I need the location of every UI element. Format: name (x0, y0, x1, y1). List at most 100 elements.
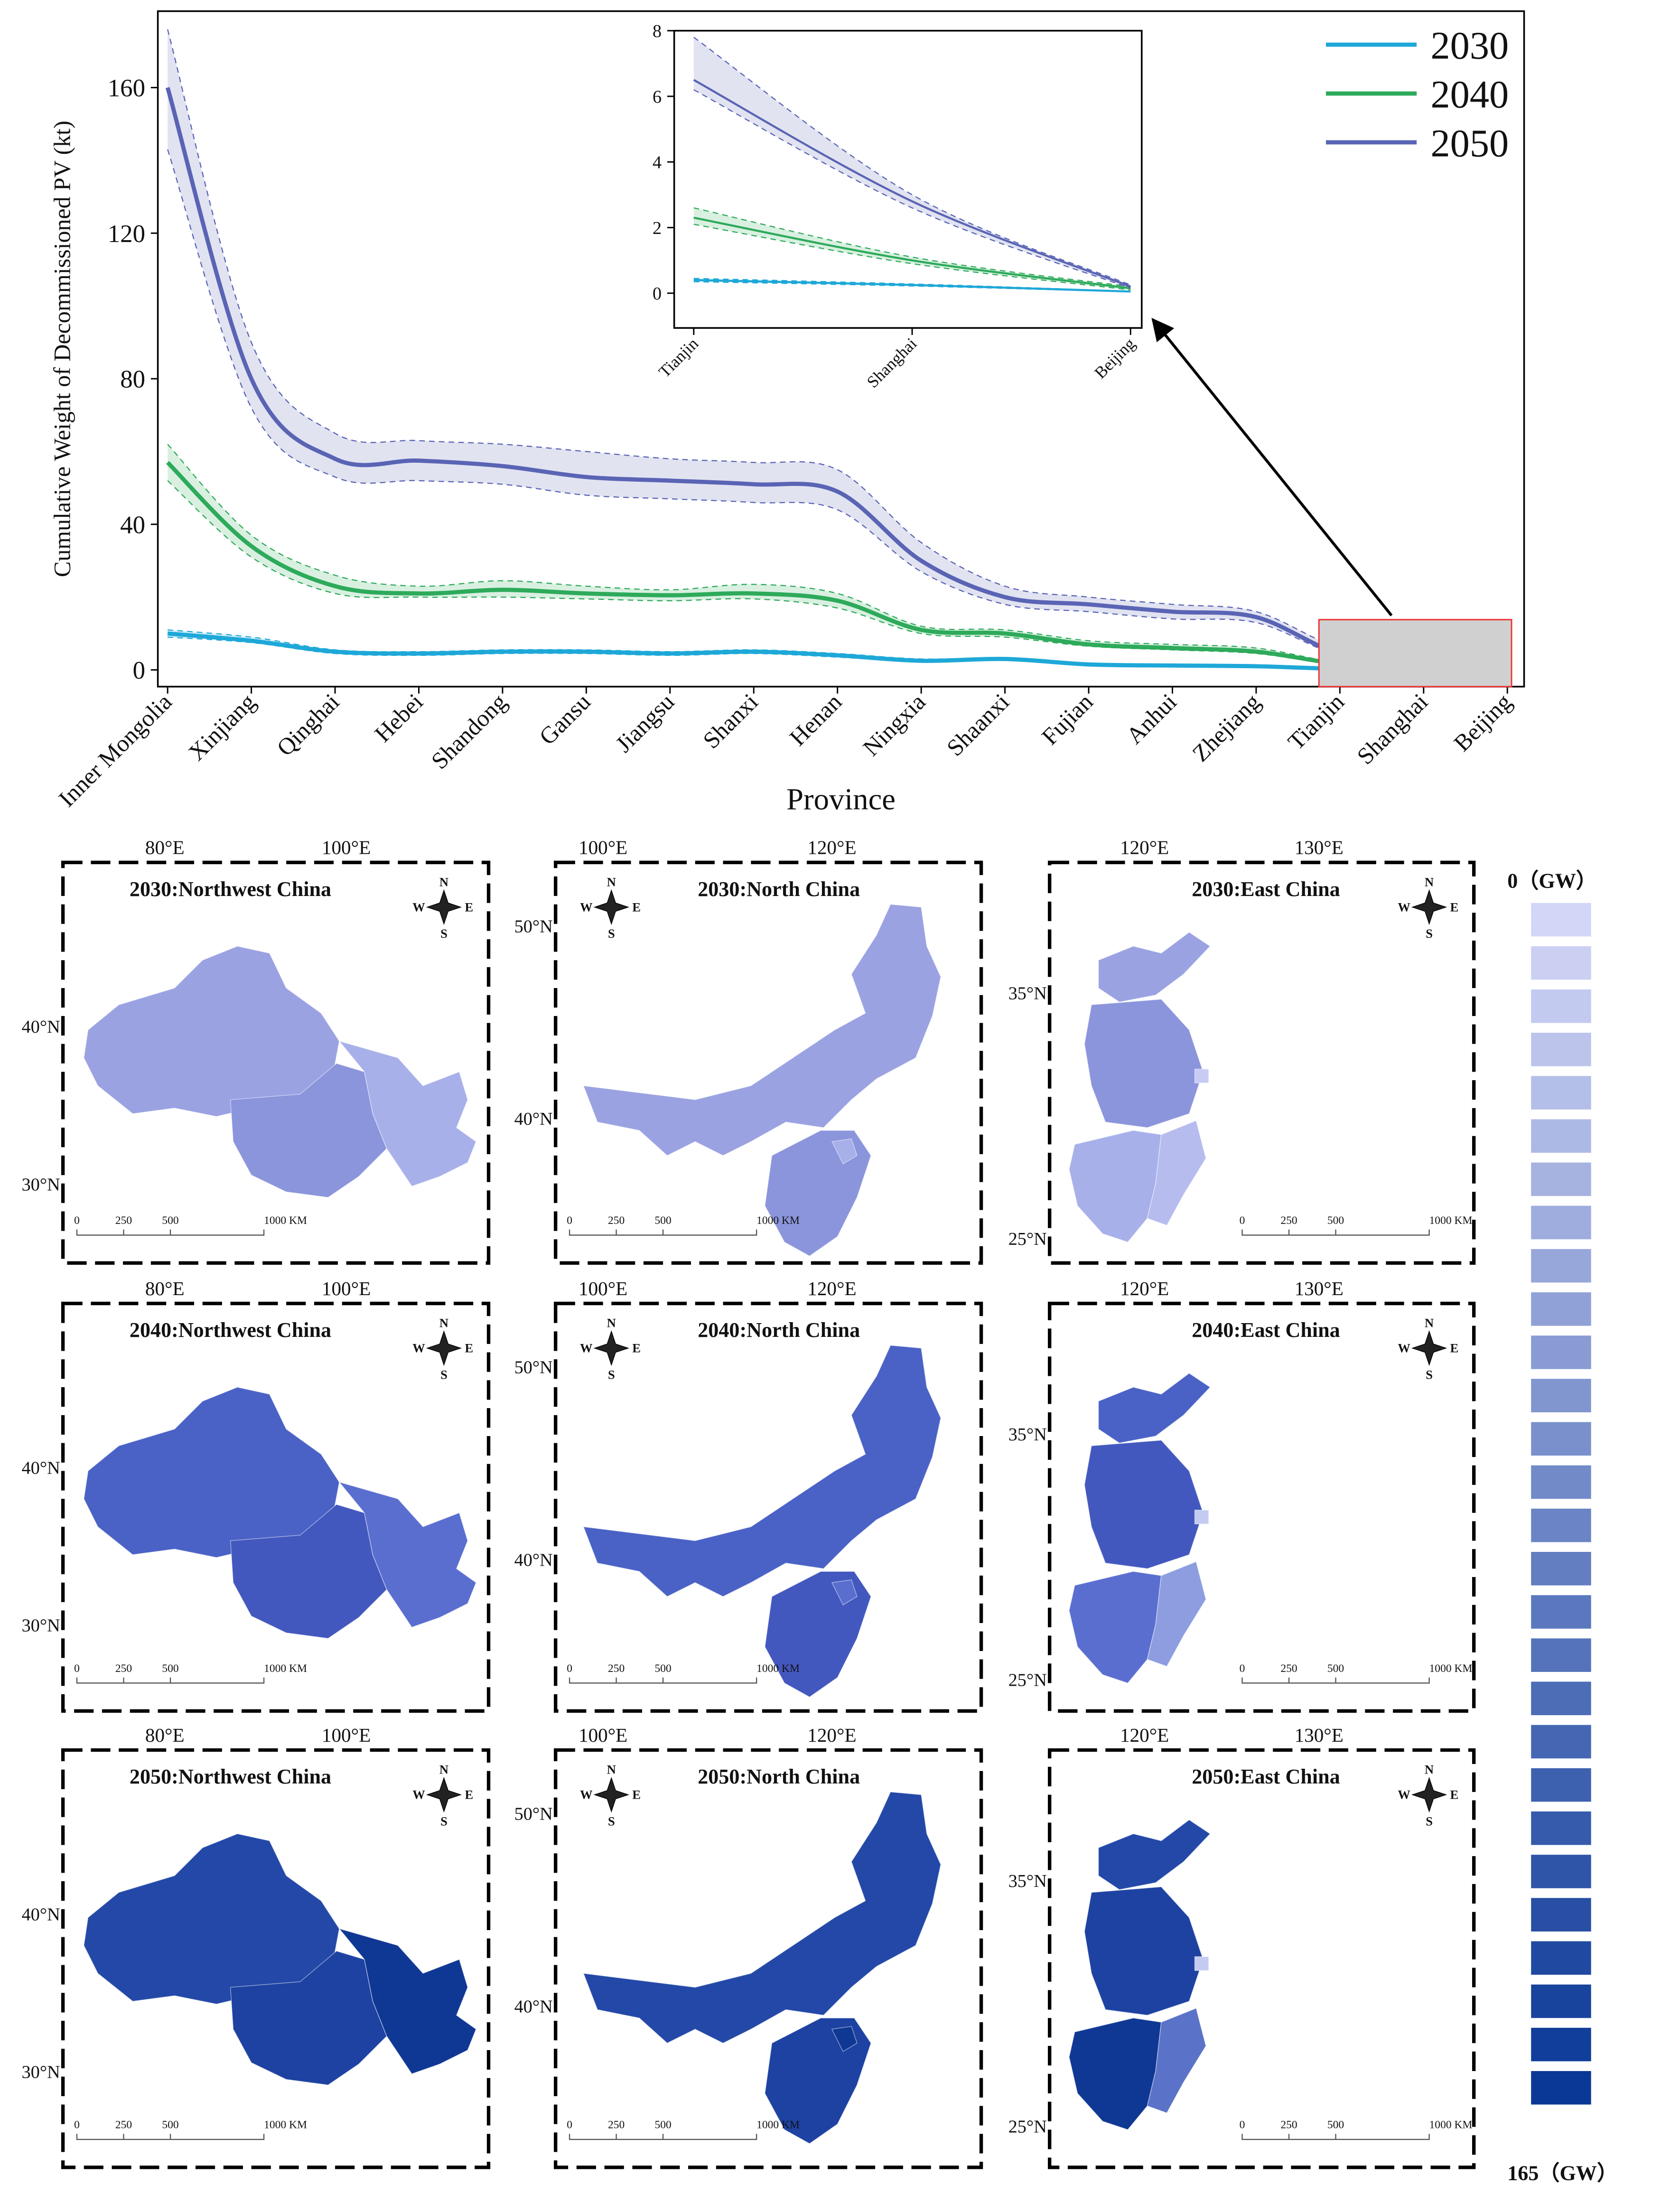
map-title: 2040:North China (698, 1318, 860, 1342)
map-region (1069, 1571, 1162, 1684)
y-tick-label: 2 (653, 218, 662, 238)
compass-n: N (439, 875, 448, 889)
map-region (230, 1504, 387, 1639)
map-title: 2040:East China (1192, 1318, 1340, 1342)
series-line (693, 216, 1131, 289)
map-region (1147, 1561, 1206, 1667)
map-panel: 2050:North China 100°E 120°E 50°N 40°N N S E W 0 2… (514, 1724, 983, 2169)
series-line (693, 279, 1131, 293)
compass-n: N (1425, 1316, 1434, 1330)
scale-label: 1000 KM (264, 1662, 307, 1675)
scale-bar (76, 1229, 265, 1236)
compass-w: W (412, 900, 425, 914)
x-tick-label: Inner Mongolia (53, 688, 177, 812)
lat-label: 30°N (22, 1616, 60, 1636)
scale-bar (76, 2134, 265, 2140)
plot-frame (673, 29, 1143, 329)
legend-label: 2040 (1430, 73, 1509, 116)
scale-label: 1000 KM (756, 1214, 800, 1227)
scale-bar (569, 1677, 757, 1684)
x-tick-label: Xinjiang (183, 688, 261, 765)
lon-label: 130°E (1295, 837, 1344, 859)
x-tick-label: Shaanxi (942, 688, 1014, 761)
lon-label: 130°E (1295, 1724, 1344, 1746)
y-tick-label: 160 (108, 75, 145, 102)
lon-label: 100°E (579, 837, 627, 859)
scale-bar (569, 1229, 757, 1236)
colorbar-swatch (1531, 1162, 1591, 1196)
band-lower (693, 224, 1131, 291)
lon-label: 120°E (1120, 837, 1169, 859)
compass-star (426, 1777, 462, 1813)
colorbar-swatch (1531, 1465, 1591, 1499)
colorbar-swatch (1531, 1076, 1591, 1110)
colorbar-swatch (1531, 1941, 1591, 1975)
series-line (167, 631, 1508, 672)
compass-s: S (1426, 1367, 1433, 1381)
colorbar-swatch (1531, 1119, 1591, 1153)
compass-n: N (1425, 1763, 1434, 1777)
compass-s: S (608, 1814, 615, 1828)
map-region (1069, 1130, 1162, 1243)
x-tick-label: Zhejiang (1187, 688, 1265, 766)
scale-label: 250 (115, 2119, 132, 2131)
map-panel: 2050:Northwest China 80°E 100°E 40°N 30°N N S E… (22, 1724, 491, 2169)
scale-label: 0 (1240, 1662, 1245, 1675)
lon-label: 120°E (807, 1278, 856, 1299)
colorbar-min: 0（GW） (1507, 869, 1597, 892)
compass-n: N (439, 1316, 448, 1330)
colorbar-swatch (1531, 1379, 1591, 1412)
compass-n: N (607, 1316, 616, 1330)
y-tick-label: 6 (653, 87, 662, 107)
map-region (230, 1951, 387, 2086)
map-region (338, 1928, 476, 2074)
scale-label: 1000 KM (264, 1214, 307, 1227)
lon-label: 120°E (807, 1724, 856, 1746)
compass-star (593, 1330, 629, 1366)
colorbar-swatch (1531, 903, 1591, 937)
scale-label: 0 (74, 2119, 80, 2131)
compass-e: E (465, 1788, 474, 1802)
lon-label: 120°E (1120, 1724, 1169, 1746)
compass-w: W (1398, 1341, 1410, 1355)
lat-label: 40°N (514, 1997, 553, 2016)
scale-label: 250 (608, 1662, 625, 1675)
band-upper (167, 444, 1508, 670)
colorbar-swatch (1531, 1292, 1591, 1326)
colorbar-swatch (1531, 2071, 1591, 2105)
scale-label: 1000 KM (1429, 1214, 1473, 1227)
compass-e: E (632, 900, 641, 914)
map-title: 2030:North China (698, 877, 860, 901)
lat-label: 40°N (22, 1017, 60, 1037)
map-region (1098, 1372, 1211, 1444)
legend-label: 2050 (1430, 121, 1509, 165)
zoom-box (1318, 619, 1512, 688)
x-tick-label: Fujian (1036, 688, 1098, 750)
map-region (1194, 1956, 1209, 1971)
x-tick-label: Qinghai (271, 688, 344, 761)
colorbar-swatch (1531, 1725, 1591, 1759)
y-tick-label: 80 (120, 366, 145, 393)
compass-s: S (608, 1367, 615, 1381)
scale-label: 1000 KM (264, 2119, 307, 2131)
lon-label: 100°E (579, 1724, 627, 1746)
scale-label: 1000 KM (1429, 1662, 1473, 1675)
map-region (1084, 1440, 1204, 1569)
map-title: 2050:East China (1192, 1765, 1340, 1788)
compass-s: S (608, 926, 615, 941)
lat-label: 25°N (1008, 1670, 1047, 1690)
series-line (165, 87, 1508, 672)
colorbar-max: 165（GW） (1507, 2161, 1618, 2184)
map-region (1147, 2007, 1206, 2114)
map-panel: 2030:Northwest China 80°E 100°E 40°N 30°N N S E… (22, 837, 491, 1265)
x-tick-label: Hebei (369, 688, 428, 747)
map-title: 2030:Northwest China (130, 877, 331, 901)
band-upper (167, 29, 1508, 670)
lon-label: 100°E (322, 1278, 371, 1299)
scale-bar (1241, 2134, 1430, 2140)
map-region (831, 1579, 858, 1605)
lat-label: 40°N (22, 1904, 60, 1924)
y-tick-label: 4 (653, 153, 662, 173)
lon-label: 120°E (1120, 1278, 1169, 1299)
x-tick-label: Shandong (426, 688, 512, 774)
